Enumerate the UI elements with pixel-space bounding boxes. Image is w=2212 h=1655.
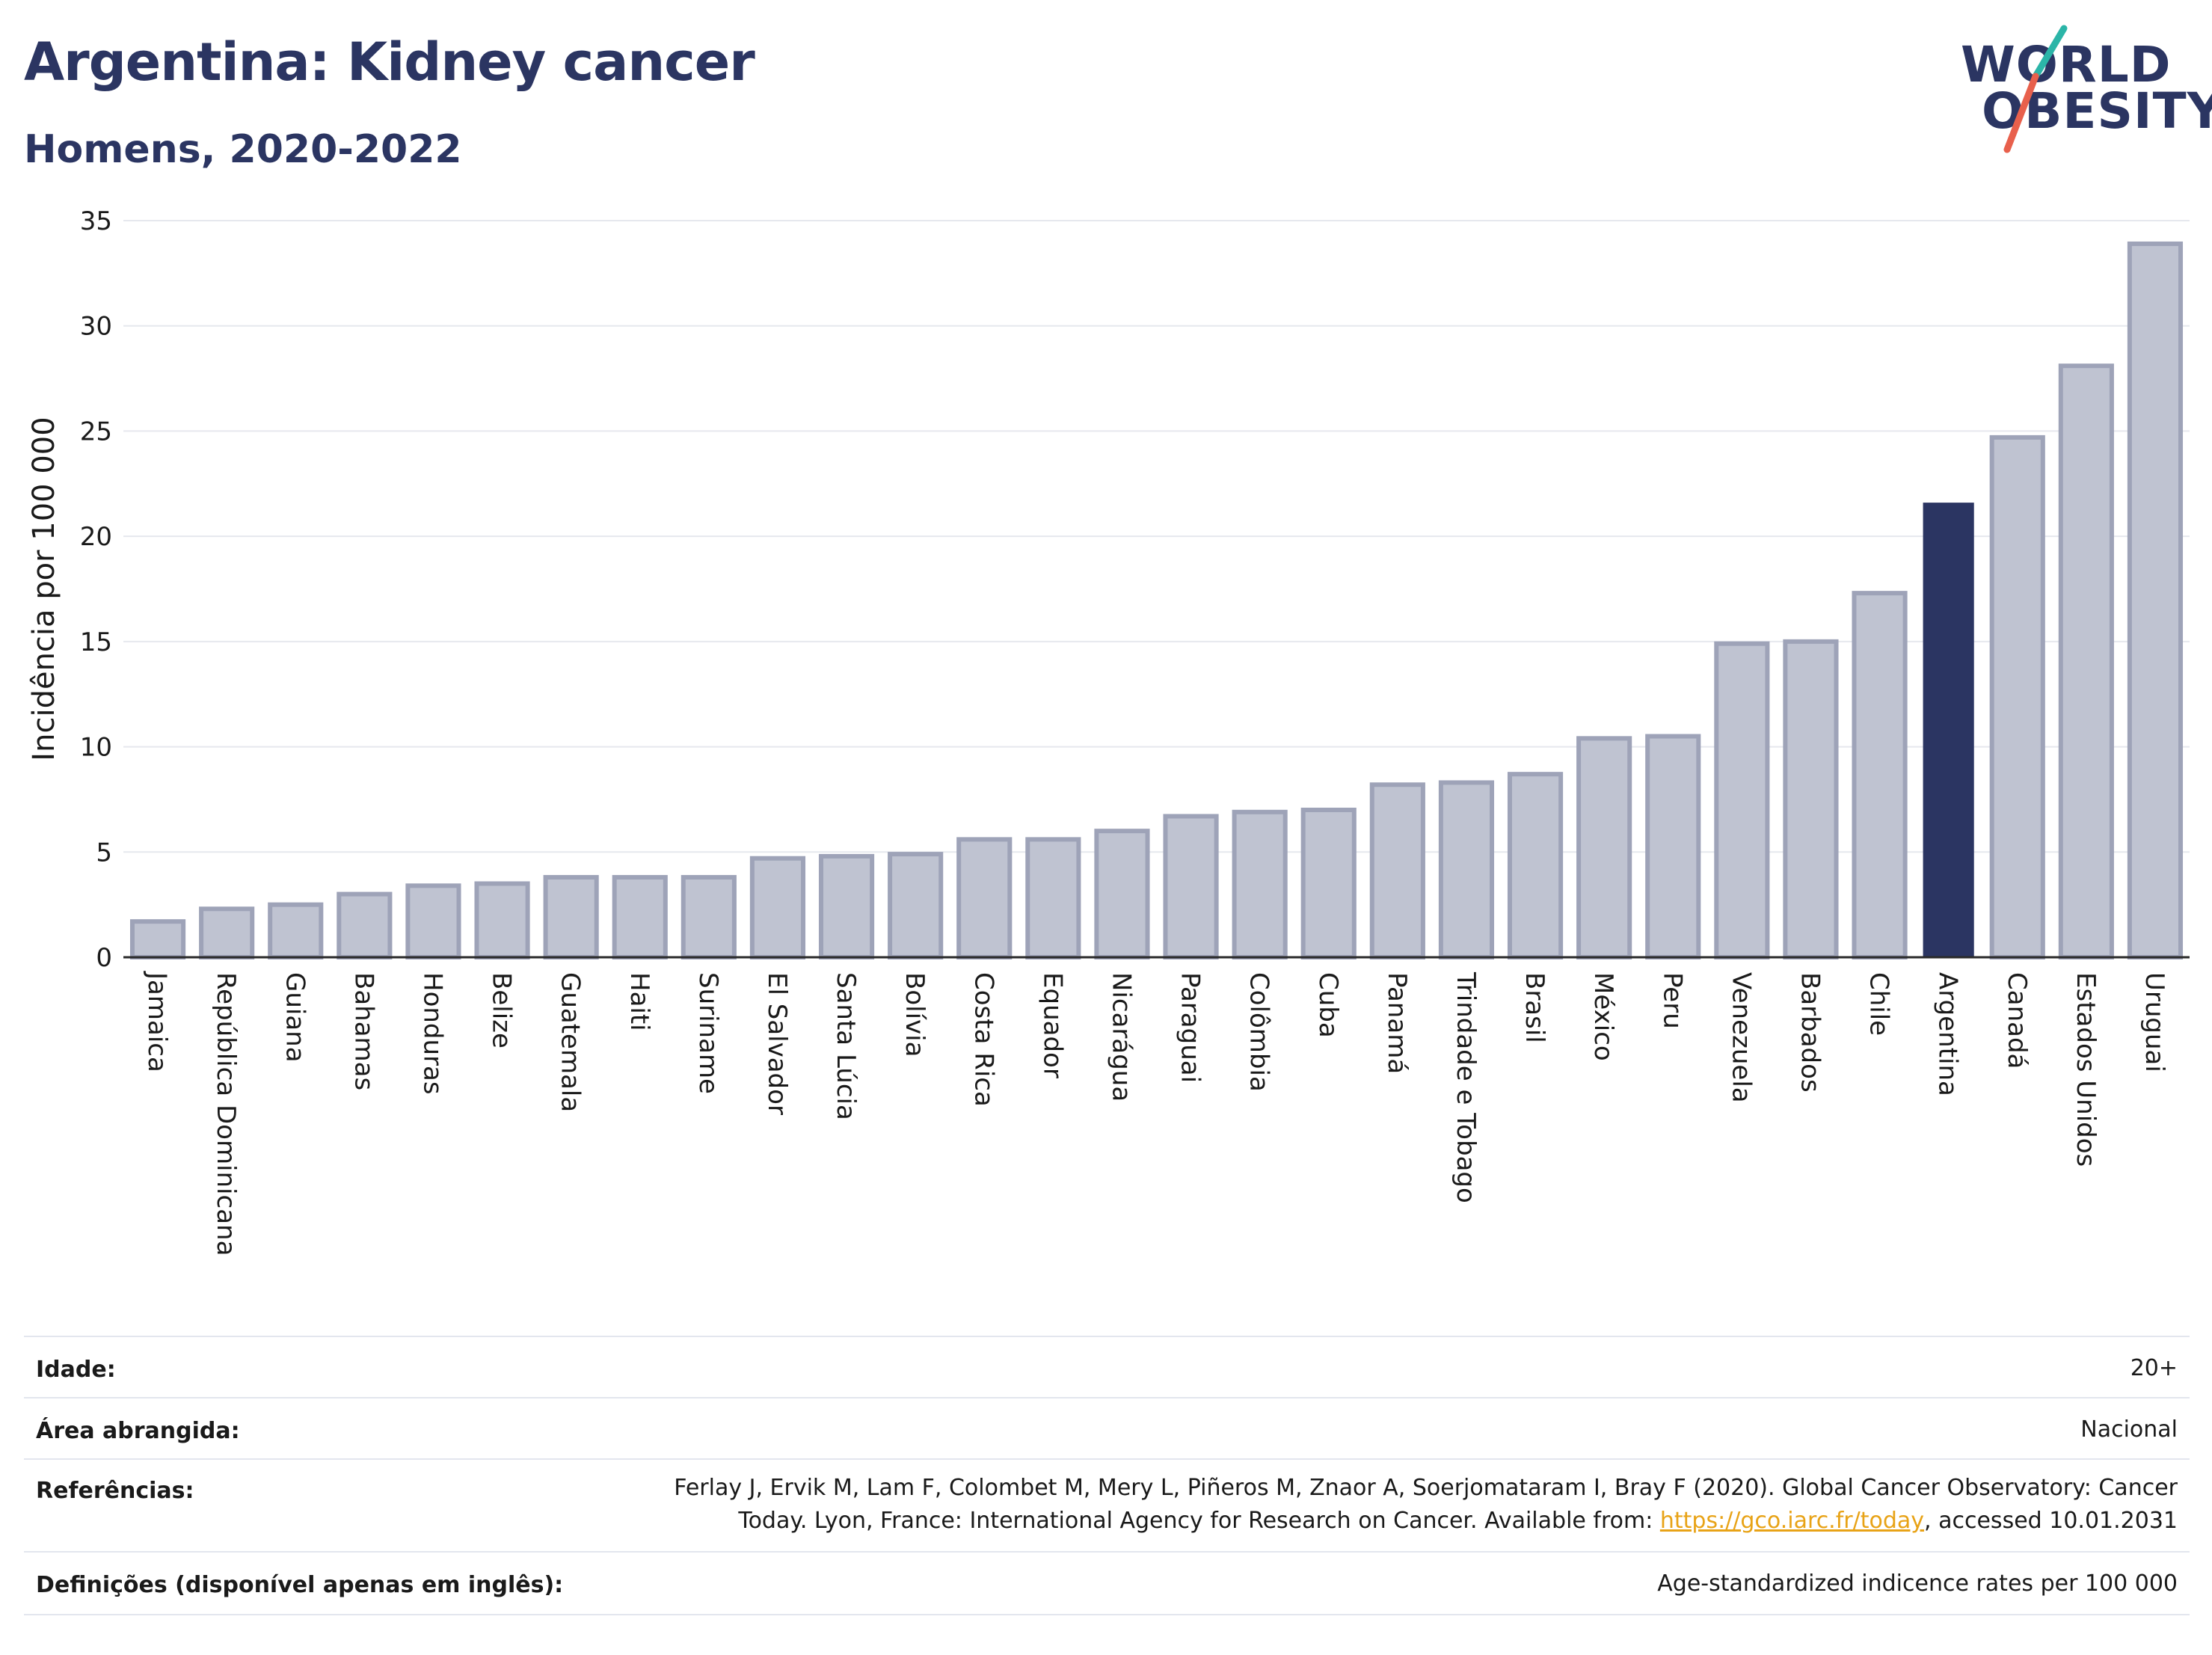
references-row: Referências: Ferlay J, Ervik M, Lam F, C… — [24, 1458, 2190, 1553]
bar-canada — [1989, 435, 2045, 960]
bar-barbados — [1783, 639, 1839, 959]
y-tick-label: 25 — [80, 417, 112, 446]
references-line-2: Today. Lyon, France: International Agenc… — [674, 1505, 2178, 1538]
x-tick-label: Cuba — [1313, 972, 1343, 1038]
bar-mexico — [1576, 736, 1632, 959]
bar-belize — [474, 881, 530, 959]
bar-suriname — [681, 875, 737, 959]
x-tick-label: Belize — [487, 972, 517, 1048]
x-tick-label: Chile — [1864, 972, 1894, 1036]
bar-uruguai — [2127, 241, 2184, 959]
x-tick-label: Suriname — [693, 972, 723, 1094]
x-tick-label: Nicarágua — [1106, 972, 1136, 1102]
page-subtitle: Homens, 2020-2022 — [24, 127, 462, 172]
y-tick-label: 20 — [80, 522, 112, 552]
y-tick-label: 30 — [80, 312, 112, 342]
definitions-value: Age-standardized indicence rates per 100… — [1657, 1570, 2178, 1597]
age-label: Idade: — [36, 1357, 116, 1383]
x-tick-label: Guiana — [280, 972, 310, 1063]
x-tick-label: Uruguai — [2139, 972, 2169, 1072]
bar-paraguai — [1163, 814, 1219, 960]
x-tick-label: Trindade e Tobago — [1451, 971, 1481, 1203]
world-obesity-logo: WORLD OBESITY — [1944, 22, 2212, 157]
x-tick-label: Barbados — [1795, 972, 1825, 1093]
bar-chile — [1852, 591, 1908, 960]
x-tick-label: Guatemala — [556, 972, 586, 1112]
bar-colombia — [1232, 809, 1288, 959]
bar-argentina — [1923, 503, 1974, 957]
references-line-1: Ferlay J, Ervik M, Lam F, Colombet M, Me… — [674, 1475, 2178, 1501]
area-row: Área abrangida: Nacional — [24, 1397, 2190, 1460]
area-value: Nacional — [2080, 1416, 2178, 1443]
bar-costa-rica — [956, 837, 1013, 960]
bar-venezuela — [1714, 641, 1770, 960]
bar-guiana — [268, 902, 324, 960]
references-label: Referências: — [36, 1478, 194, 1504]
x-tick-label: Brasil — [1520, 972, 1549, 1043]
bar-haiti — [612, 875, 668, 959]
x-tick-label: Colômbia — [1244, 972, 1274, 1092]
bar-equador — [1025, 837, 1081, 960]
bar-nicaragua — [1094, 829, 1150, 960]
x-tick-label: Jamaica — [142, 971, 172, 1072]
x-tick-label: Peru — [1657, 972, 1687, 1029]
x-tick-label: Venezuela — [1726, 972, 1756, 1103]
bar-jamaica — [129, 919, 186, 960]
bar-honduras — [405, 883, 461, 959]
bar-peru — [1645, 734, 1701, 959]
y-tick-label: 15 — [80, 627, 112, 657]
page-title: Argentina: Kidney cancer — [24, 31, 755, 93]
area-label: Área abrangida: — [36, 1418, 240, 1444]
y-axis-title: Incidência por 100 000 — [27, 417, 61, 761]
age-row: Idade: 20+ — [24, 1336, 2190, 1398]
bar-bahamas — [337, 891, 393, 959]
logo-slash-icon — [2003, 25, 2068, 153]
gco-link[interactable]: https://gco.iarc.fr/today — [1659, 1508, 1925, 1534]
y-tick-label: 35 — [80, 206, 112, 236]
x-tick-label: Santa Lúcia — [831, 972, 861, 1120]
x-tick-label: Equador — [1037, 972, 1067, 1078]
x-tick-label: Paraguai — [1176, 972, 1205, 1083]
x-tick-label: Bolívia — [900, 972, 930, 1057]
bar-panama — [1369, 782, 1425, 959]
bar-bolivia — [888, 852, 944, 959]
bar-republica-dominicana — [199, 906, 255, 959]
definitions-row: Definições (disponível apenas em inglês)… — [24, 1551, 2190, 1615]
x-tick-label: Argentina — [1933, 972, 1963, 1096]
y-tick-label: 5 — [96, 838, 112, 868]
bar-brasil — [1507, 772, 1564, 960]
bar-trindade-e-tobago — [1438, 780, 1495, 960]
references-text: Ferlay J, Ervik M, Lam F, Colombet M, Me… — [674, 1472, 2178, 1538]
bar-cuba — [1300, 808, 1357, 959]
x-tick-label: Honduras — [417, 972, 447, 1095]
age-value: 20+ — [2130, 1355, 2178, 1381]
bar-guatemala — [543, 875, 599, 959]
bar-estados-unidos — [2058, 363, 2114, 959]
bar-el-salvador — [749, 856, 806, 959]
x-tick-label: México — [1588, 972, 1618, 1061]
x-tick-label: Bahamas — [348, 972, 378, 1090]
x-tick-label: Estados Unidos — [2071, 972, 2101, 1167]
bar-chart: 0 5 10 15 20 25 30 35 Incidência por 100 000 Jama… — [27, 206, 2190, 1256]
definitions-label: Definições (disponível apenas em inglês)… — [36, 1572, 564, 1598]
x-tick-label: Costa Rica — [968, 972, 998, 1107]
bar-santa-lucia — [818, 853, 875, 960]
logo-line-1: WORLD — [1961, 36, 2172, 93]
y-tick-label: 10 — [80, 733, 112, 763]
x-tick-label: El Salvador — [762, 972, 792, 1115]
x-tick-label: Canadá — [2002, 972, 2032, 1069]
x-tick-label: Panamá — [1382, 972, 1412, 1074]
y-tick-label: 0 — [96, 943, 112, 973]
references-line-2-suffix: , accessed 10.01.2031 — [1924, 1508, 2178, 1534]
references-line-2-prefix: Today. Lyon, France: International Agenc… — [738, 1508, 1660, 1534]
x-tick-label: Haiti — [624, 972, 654, 1031]
x-tick-label: República Dominicana — [211, 972, 241, 1256]
